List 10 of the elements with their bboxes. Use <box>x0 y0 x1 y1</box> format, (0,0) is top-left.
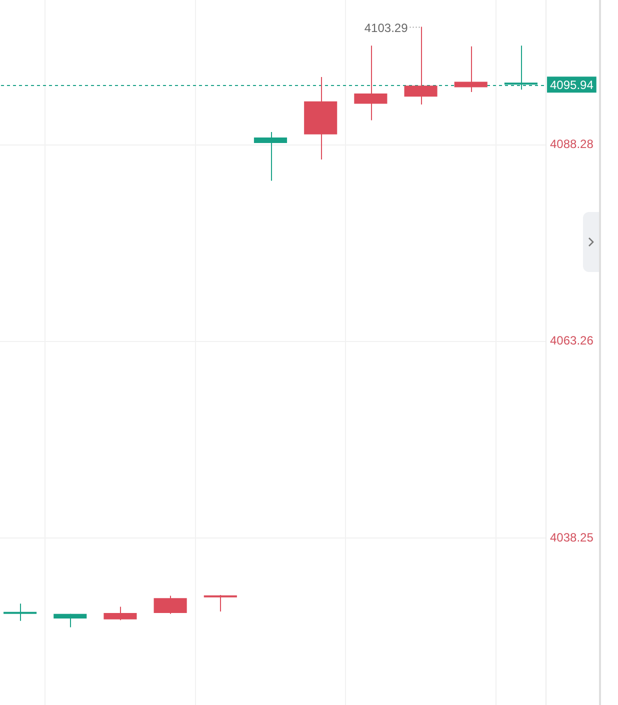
y-tick-label: 4063.26 <box>550 334 594 348</box>
candlestick <box>4 603 37 622</box>
y-tick-label: 4088.28 <box>550 137 594 152</box>
candlestick <box>254 132 288 182</box>
annotation: 4103.29 <box>364 21 408 36</box>
candlestick <box>354 45 388 121</box>
y-tick-label: 4038.25 <box>550 530 594 544</box>
candlestick <box>204 594 237 612</box>
ref-line-label: 4095.94 <box>550 78 594 92</box>
candlestick <box>454 46 488 92</box>
